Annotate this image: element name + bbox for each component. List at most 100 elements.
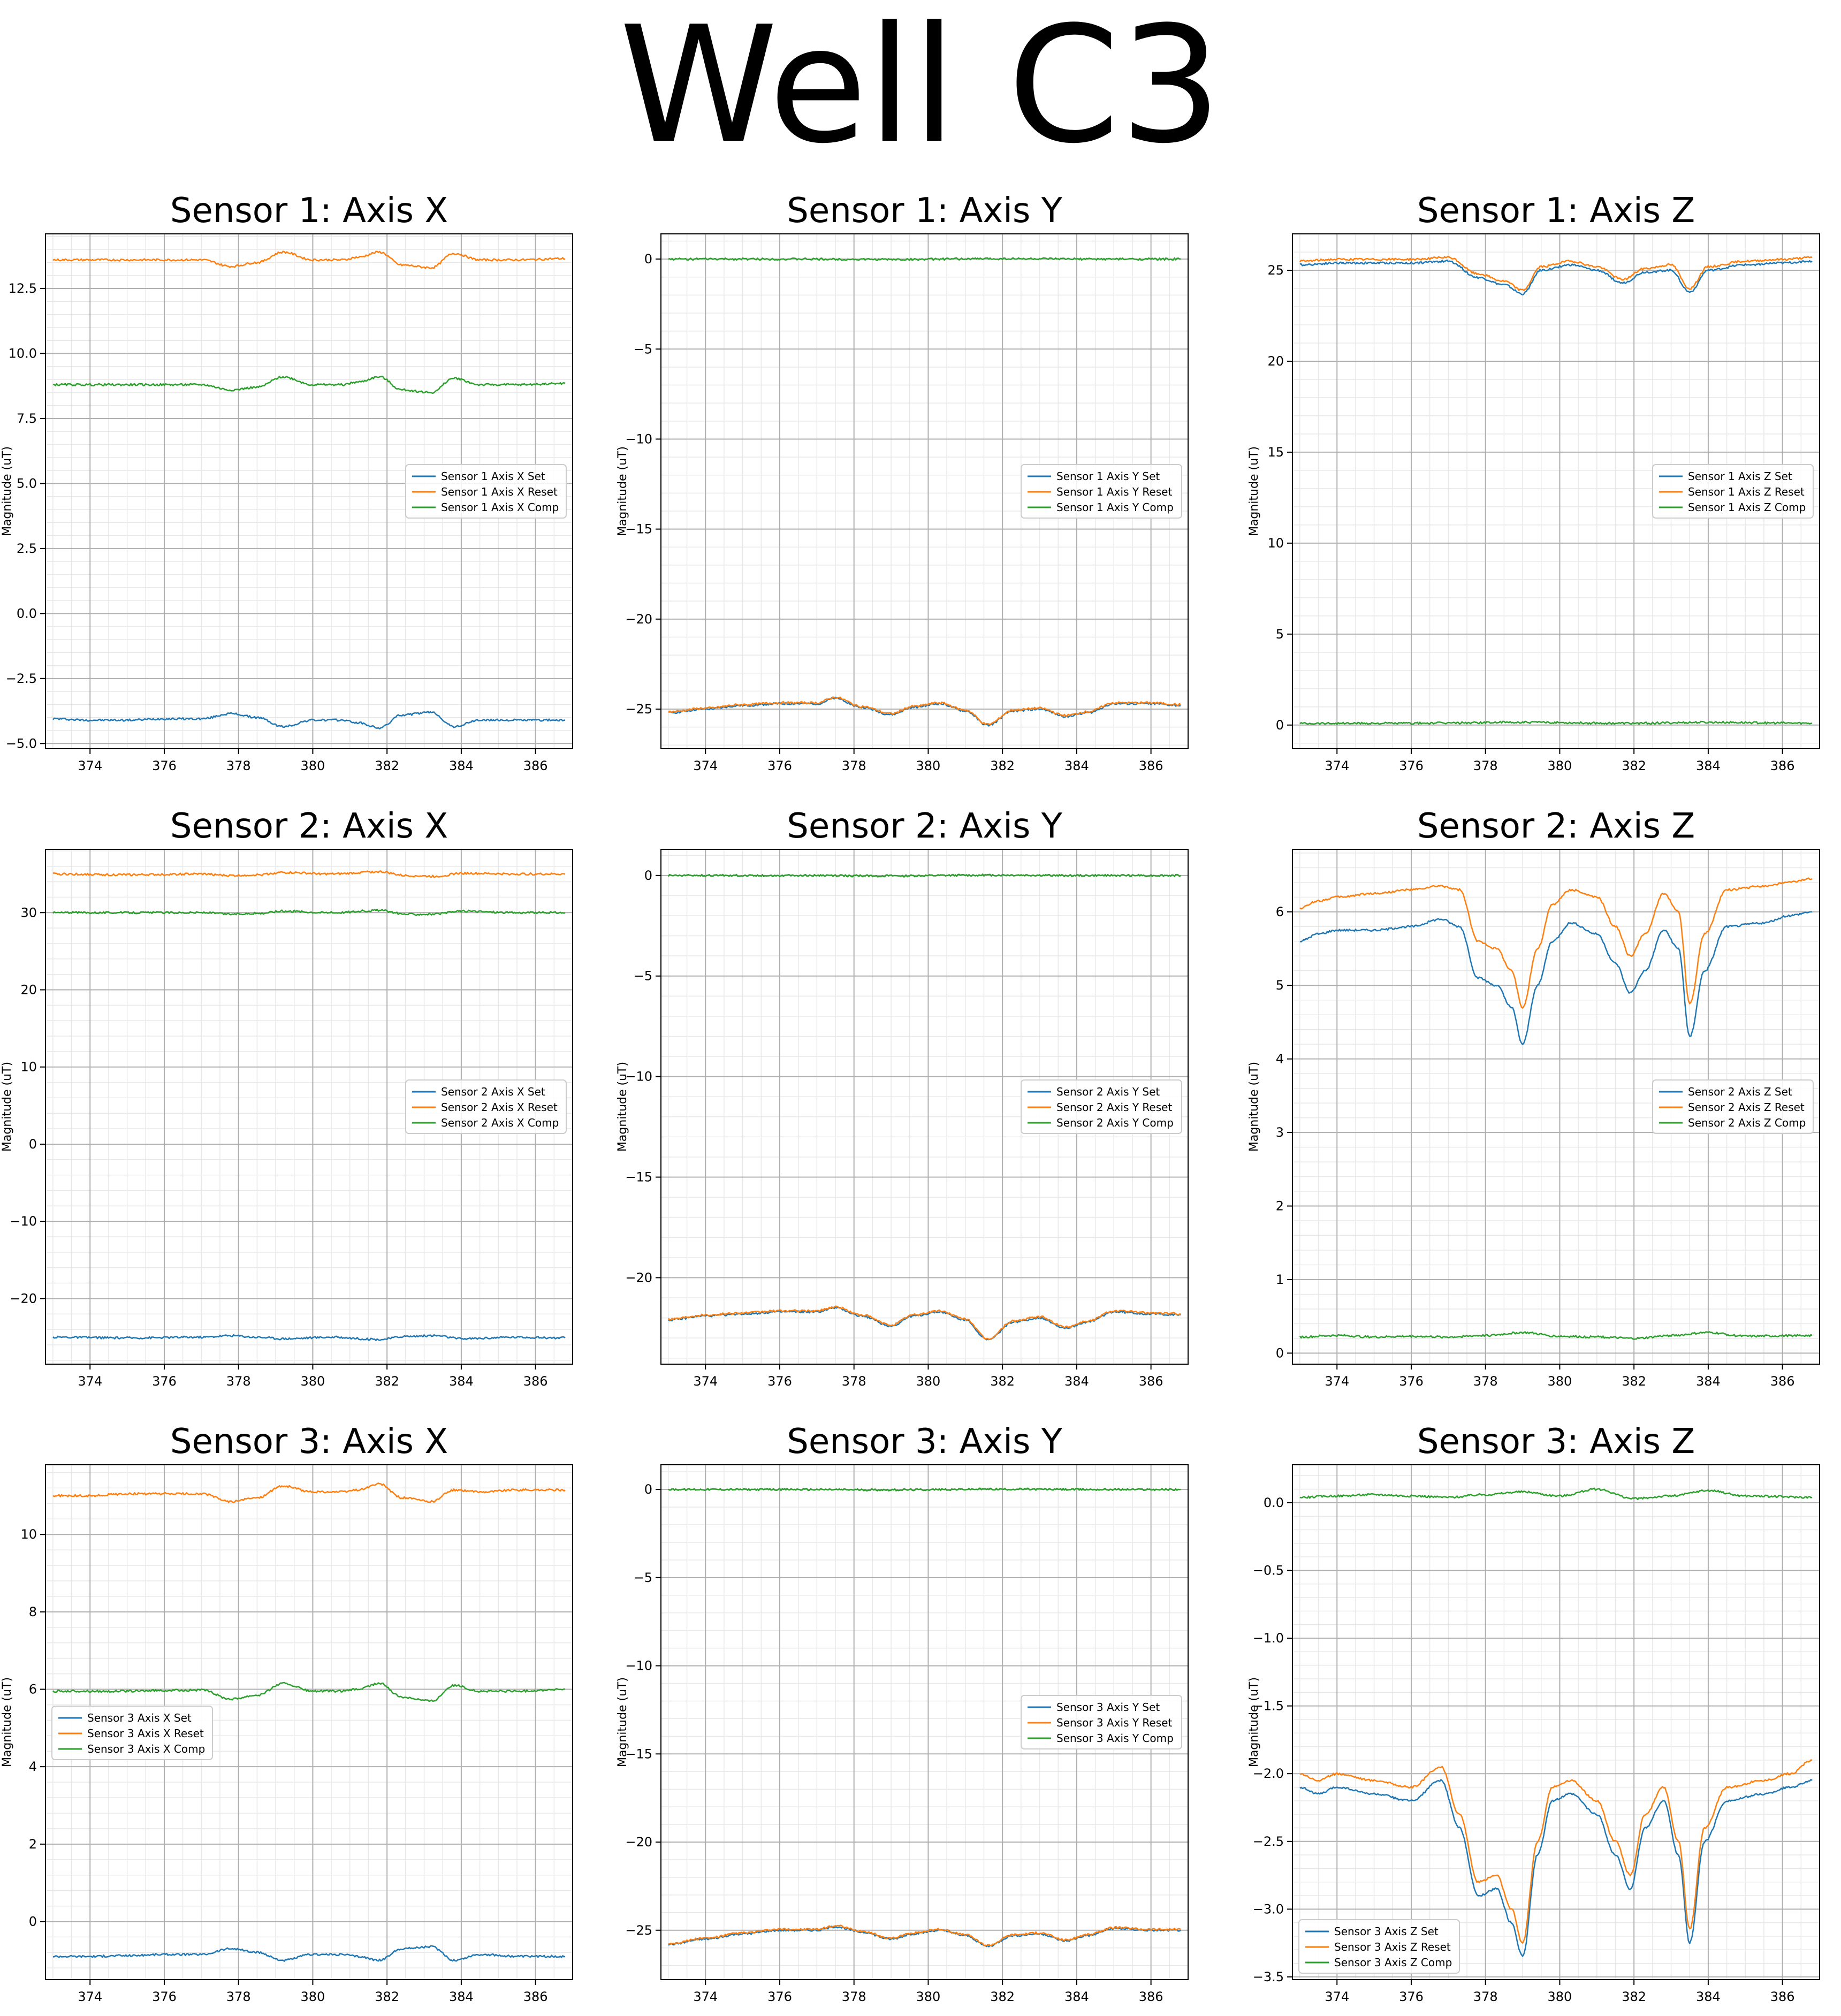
x-tick-label: 378 — [842, 1989, 866, 2002]
chart-sensor1-axis-x: Sensor 1: Axis X 374 376 378 380 382 384 386 −5.… — [1, 191, 573, 771]
x-tick-label: 382 — [375, 758, 399, 771]
x-tick-label: 380 — [301, 1989, 325, 2002]
plot-frame — [660, 1464, 1189, 1980]
legend: Sensor 1 Axis Z Set Sensor 1 Axis Z Reset… — [1652, 464, 1814, 519]
legend: Sensor 2 Axis X Set Sensor 2 Axis X Reset… — [405, 1079, 567, 1134]
x-tick-label: 380 — [916, 1374, 941, 1386]
series-line — [52, 250, 566, 269]
x-tick-label: 386 — [1139, 1374, 1163, 1386]
series-line — [668, 1487, 1181, 1492]
x-tick-label: 378 — [842, 1374, 866, 1386]
y-tick-label: −10 — [625, 431, 652, 446]
legend-box — [1021, 1695, 1182, 1749]
y-tick-label: 25 — [1267, 263, 1284, 278]
x-tick-label: 378 — [1473, 1374, 1498, 1386]
y-tick-label: −0.5 — [1253, 1563, 1284, 1578]
y-tick-label: 10.0 — [9, 346, 37, 361]
y-axis-label: Magnitude (uT) — [1, 1062, 14, 1152]
x-tick-label: 374 — [693, 1989, 718, 2002]
x-tick-label: 378 — [226, 758, 251, 771]
chart-title: Sensor 2: Axis Z — [1417, 807, 1695, 846]
y-tick-label: 10 — [20, 1527, 37, 1542]
x-tick-label: 386 — [1770, 1989, 1795, 2002]
y-tick-label: −5 — [634, 969, 652, 984]
x-tick-label: 382 — [990, 758, 1015, 771]
series-line — [1299, 256, 1813, 291]
chart-sensor3-axis-y: Sensor 3: Axis Y 374 376 378 380 382 384 386 −25… — [616, 1422, 1189, 2002]
x-tick-label: 380 — [916, 1989, 941, 2002]
legend-label: Sensor 2 Axis Y Comp — [1056, 1116, 1174, 1129]
y-axis-label: Magnitude (uT) — [1247, 1062, 1261, 1152]
x-tick-label: 386 — [1139, 758, 1163, 771]
legend-label: Sensor 3 Axis X Reset — [87, 1727, 204, 1740]
legend: Sensor 1 Axis X Set Sensor 1 Axis X Reset… — [405, 464, 567, 519]
y-tick-label: 0.0 — [1264, 1495, 1284, 1510]
x-tick-label: 380 — [301, 758, 325, 771]
chart-sensor3-axis-z: Sensor 3: Axis Z 374 376 378 380 382 384 386 −3.… — [1247, 1422, 1820, 2002]
legend-label: Sensor 1 Axis Z Set — [1688, 470, 1792, 483]
y-tick-label: 2 — [1276, 1199, 1284, 1214]
y-tick-label: −10 — [625, 1069, 652, 1084]
x-tick-label: 380 — [1548, 1989, 1572, 2002]
chart-title: Sensor 2: Axis Y — [787, 807, 1062, 846]
legend-label: Sensor 2 Axis Z Comp — [1688, 1116, 1806, 1129]
y-axis-label: Magnitude (uT) — [616, 1062, 629, 1152]
x-tick-label: 382 — [375, 1374, 399, 1386]
legend-label: Sensor 3 Axis Z Reset — [1334, 1941, 1451, 1953]
y-tick-label: −20 — [625, 612, 652, 627]
x-tick-label: 374 — [1325, 758, 1349, 771]
legend-label: Sensor 3 Axis Y Set — [1056, 1701, 1160, 1714]
x-tick-label: 384 — [1696, 1989, 1721, 2002]
legend-box — [1298, 1919, 1460, 1974]
x-tick-label: 386 — [1770, 758, 1795, 771]
legend-box — [1021, 464, 1182, 519]
legend-box — [405, 1079, 567, 1134]
x-tick-label: 378 — [1473, 758, 1498, 771]
legend-box — [1652, 464, 1814, 519]
y-tick-label: 0 — [1276, 1345, 1284, 1360]
x-tick-label: 380 — [1548, 758, 1572, 771]
x-tick-label: 374 — [693, 758, 718, 771]
chart-sensor2-axis-z: Sensor 2: Axis Z 374 376 378 380 382 384 386 0 1 2… — [1247, 807, 1820, 1386]
series-line — [52, 375, 566, 394]
legend-label: Sensor 2 Axis Y Reset — [1056, 1101, 1172, 1114]
chart-sensor2-axis-y: Sensor 2: Axis Y 374 376 378 380 382 384 386 −20… — [616, 807, 1189, 1386]
chart-title: Sensor 1: Axis Y — [787, 191, 1062, 231]
y-tick-label: 6 — [1276, 904, 1284, 919]
series-line — [1299, 911, 1813, 1045]
legend-label: Sensor 1 Axis X Comp — [441, 501, 559, 514]
x-tick-label: 384 — [1696, 758, 1721, 771]
legend: Sensor 1 Axis Y Set Sensor 1 Axis Y Reset… — [1021, 464, 1182, 519]
x-tick-label: 374 — [1325, 1989, 1349, 2002]
legend-box — [405, 464, 567, 519]
y-tick-label: −2.5 — [6, 671, 37, 686]
x-tick-label: 374 — [78, 1374, 102, 1386]
series-line — [1299, 259, 1813, 296]
legend-label: Sensor 1 Axis Z Reset — [1688, 485, 1805, 498]
legend-box — [51, 1706, 213, 1760]
series-line — [52, 909, 566, 916]
legend-label: Sensor 1 Axis Y Set — [1056, 470, 1160, 483]
x-tick-label: 384 — [1064, 758, 1089, 771]
plot-frame — [660, 233, 1189, 749]
y-tick-label: 0 — [644, 1482, 652, 1497]
y-axis-label: Magnitude (uT) — [1, 1677, 14, 1767]
x-tick-label: 380 — [916, 758, 941, 771]
y-tick-label: −2.0 — [1253, 1766, 1284, 1781]
x-tick-label: 384 — [1064, 1989, 1089, 2002]
x-tick-label: 382 — [1622, 1989, 1646, 2002]
x-tick-label: 374 — [78, 758, 102, 771]
x-tick-label: 378 — [842, 758, 866, 771]
series-line — [52, 1682, 566, 1702]
y-tick-label: −5.0 — [6, 736, 37, 751]
x-tick-label: 384 — [449, 1989, 474, 2002]
plot-frame — [1292, 1464, 1820, 1980]
legend-label: Sensor 1 Axis X Reset — [441, 485, 558, 498]
y-tick-label: −2.5 — [1253, 1834, 1284, 1849]
plot-frame — [1292, 849, 1820, 1365]
y-tick-label: 7.5 — [17, 411, 37, 426]
x-tick-label: 384 — [1064, 1374, 1089, 1386]
plot-frame — [45, 233, 573, 749]
legend-box — [1021, 1079, 1182, 1134]
legend-label: Sensor 2 Axis X Reset — [441, 1101, 558, 1114]
